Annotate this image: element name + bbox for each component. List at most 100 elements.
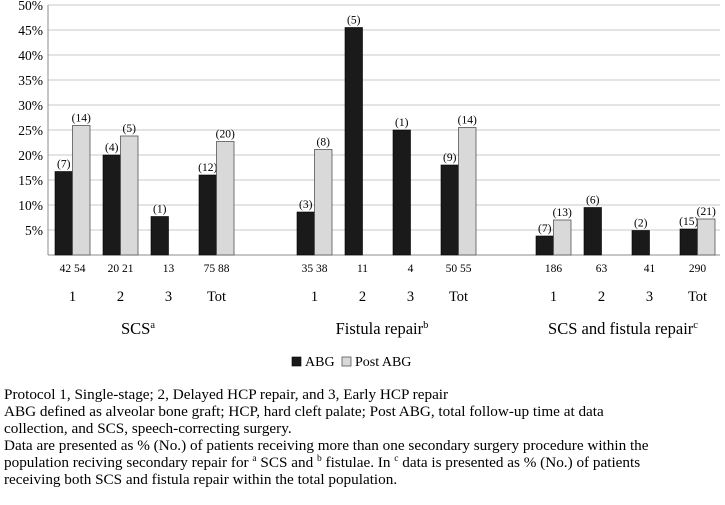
sample-size-label: 75 88 [204, 263, 230, 275]
protocol-label: 2 [598, 289, 605, 305]
sample-size-label: 35 38 [302, 263, 328, 275]
legend-swatch-post-abg [341, 356, 352, 367]
group-label: Fistula repairb [336, 319, 429, 338]
sample-size-label: 4 [408, 263, 414, 275]
sample-size-label: 42 54 [60, 263, 86, 275]
bar-post-abg [72, 125, 91, 256]
protocol-label: 3 [646, 289, 653, 305]
bar-abg [631, 230, 650, 256]
sample-size-label: 41 [644, 263, 656, 275]
y-tick-label: 15% [18, 173, 43, 188]
caption-line: collection, and SCS, speech-correcting s… [4, 420, 292, 437]
bar-post-abg [458, 127, 477, 256]
sample-size-label: 13 [163, 263, 175, 275]
bar-abg [296, 211, 315, 256]
bar-abg [583, 207, 602, 256]
sample-size-label: 63 [596, 263, 608, 275]
legend-label-post-abg: Post ABG [355, 355, 411, 370]
protocol-label: 2 [359, 289, 366, 305]
bar-post-abg [697, 218, 716, 256]
protocol-label: 2 [117, 289, 124, 305]
bar-post-abg [553, 219, 572, 256]
data-label-abg: (12) [198, 162, 217, 174]
data-label-abg: (3) [299, 199, 313, 211]
bar-abg [440, 164, 459, 256]
group-label: SCSa [121, 319, 155, 338]
data-label-abg: (1) [153, 204, 167, 216]
data-label-abg: (9) [443, 152, 457, 164]
sample-size-label: 11 [357, 263, 368, 275]
data-label-post-abg: (5) [123, 123, 137, 135]
bar-chart: 5%10%15%20%25%30%35%40%45%50%(7)(14)42 5… [18, 0, 720, 370]
caption-text: data is presented as % (No.) of patients [398, 454, 641, 471]
y-tick-label: 10% [18, 198, 43, 213]
caption-text: SCS and [256, 454, 317, 471]
sample-size-label: 20 21 [108, 263, 134, 275]
protocol-label: 3 [407, 289, 414, 305]
bar-abg [150, 216, 169, 256]
data-label-post-abg: (8) [317, 137, 331, 149]
group-label-text: Fistula repair [336, 319, 424, 338]
legend-swatch-abg [291, 356, 302, 367]
caption-superscript: a [252, 453, 257, 464]
data-label-post-abg: (13) [553, 207, 572, 219]
protocol-label: 1 [550, 289, 557, 305]
data-label-post-abg: (14) [458, 115, 477, 127]
data-label-abg: (5) [347, 15, 361, 27]
data-label-abg: (15) [679, 216, 698, 228]
caption-superscript: c [394, 453, 399, 464]
y-tick-label: 25% [18, 123, 43, 138]
caption-line: ABG defined as alveolar bone graft; HCP,… [4, 403, 604, 420]
data-label-post-abg: (20) [216, 129, 235, 141]
data-label-abg: (7) [538, 223, 552, 235]
group-label-superscript: b [423, 320, 428, 331]
bar-abg [679, 228, 698, 256]
bar-abg [344, 27, 363, 256]
y-tick-label: 50% [18, 0, 43, 13]
protocol-label: 1 [69, 289, 76, 305]
y-tick-label: 45% [18, 23, 43, 38]
bar-abg [535, 235, 554, 256]
group-label-superscript: c [693, 320, 698, 331]
legend-label-abg: ABG [305, 355, 335, 370]
bar-abg [198, 174, 217, 256]
sample-size-label: 50 55 [446, 263, 472, 275]
bar-abg [54, 171, 73, 256]
caption-text: population reciving secondary repair for [4, 454, 253, 471]
bar-post-abg [216, 141, 235, 256]
group-label: SCS and fistula repairc [548, 319, 698, 338]
protocol-label: Tot [688, 289, 707, 305]
data-label-abg: (2) [634, 218, 648, 230]
data-label-abg: (7) [57, 159, 71, 171]
group-label-text: SCS [121, 319, 150, 338]
bar-post-abg [314, 149, 333, 256]
group-label-superscript: a [150, 320, 155, 331]
data-label-post-abg: (14) [72, 113, 91, 125]
y-tick-label: 30% [18, 98, 43, 113]
protocol-label: Tot [207, 289, 226, 305]
data-label-post-abg: (21) [697, 206, 716, 218]
sample-size-label: 186 [545, 263, 563, 275]
bar-post-abg [120, 135, 139, 256]
caption-line: population reciving secondary repair for… [4, 454, 722, 471]
caption-line: Protocol 1, Single-stage; 2, Delayed HCP… [4, 386, 449, 403]
figure-caption: Protocol 1, Single-stage; 2, Delayed HCP… [4, 386, 722, 488]
data-label-abg: (1) [395, 117, 409, 129]
data-label-abg: (4) [105, 142, 119, 154]
sample-size-label: 290 [689, 263, 707, 275]
bar-abg [102, 154, 121, 256]
protocol-label: 1 [311, 289, 318, 305]
caption-line: receiving both SCS and fistula repair wi… [4, 471, 398, 488]
y-tick-label: 35% [18, 73, 43, 88]
protocol-label: 3 [165, 289, 172, 305]
y-tick-label: 5% [25, 223, 43, 238]
caption-superscript: b [316, 453, 322, 464]
protocol-label: Tot [449, 289, 468, 305]
data-label-abg: (6) [586, 195, 600, 207]
caption-text: fistulae. In [321, 454, 395, 471]
group-label-text: SCS and fistula repair [548, 319, 694, 338]
y-tick-label: 20% [18, 148, 43, 163]
y-tick-label: 40% [18, 48, 43, 63]
bar-abg [392, 129, 411, 256]
caption-line: Data are presented as % (No.) of patient… [4, 437, 649, 454]
